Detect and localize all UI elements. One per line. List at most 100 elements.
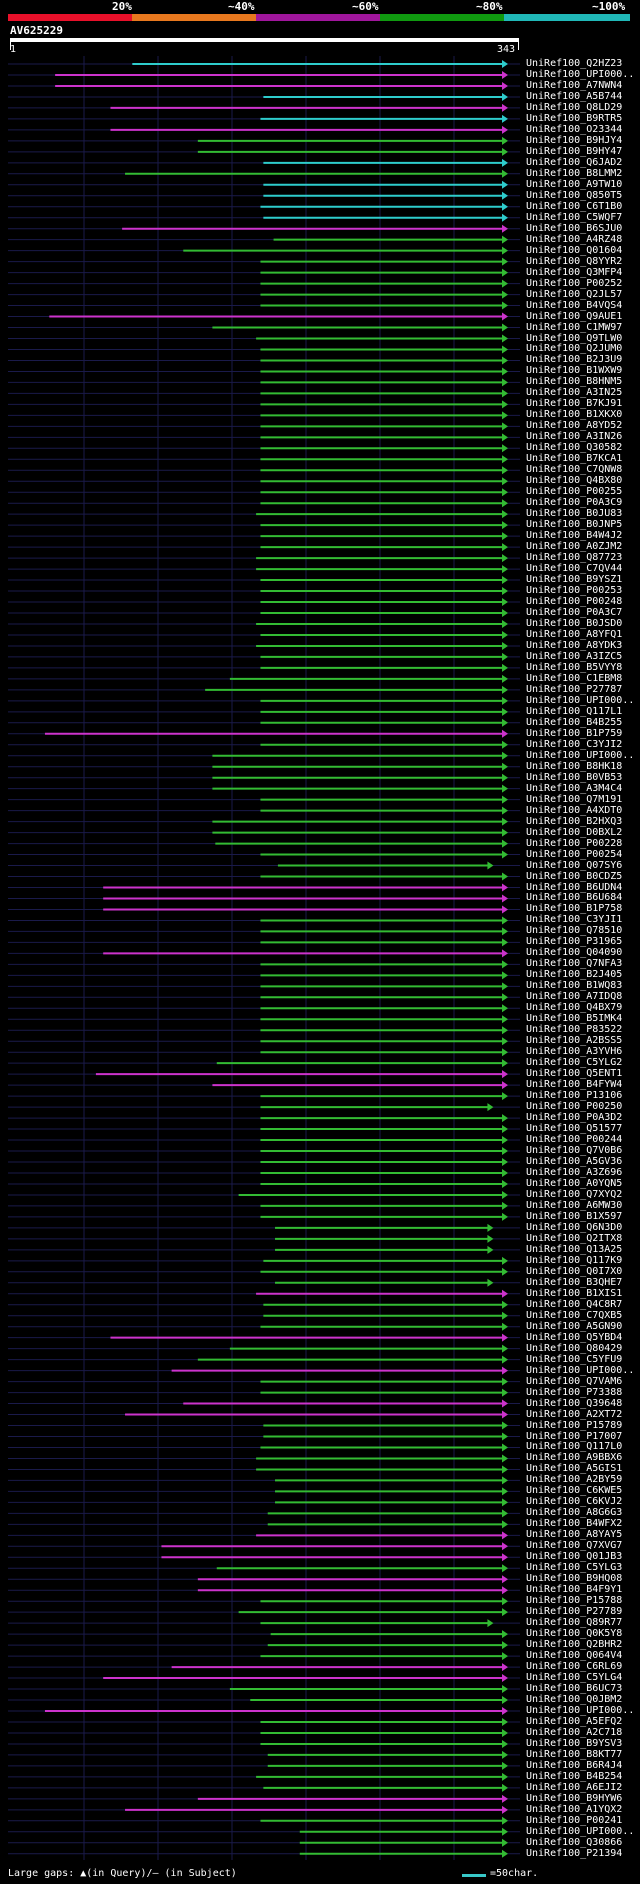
hit-label[interactable]: UniRef100_Q2JL57 xyxy=(526,288,623,300)
hit-label[interactable]: UniRef100_B2HXQ3 xyxy=(526,815,623,827)
hit-label[interactable]: UniRef100_Q064V4 xyxy=(526,1650,623,1662)
hit-label[interactable]: UniRef100_Q87723 xyxy=(526,552,623,564)
hit-label[interactable]: UniRef100_B4W4J2 xyxy=(526,530,623,542)
hit-label[interactable]: UniRef100_Q8LD29 xyxy=(526,101,623,113)
hit-label[interactable]: UniRef100_A7NWN4 xyxy=(526,79,623,91)
hit-label[interactable]: UniRef100_A5GV36 xyxy=(526,1156,623,1167)
hit-label[interactable]: UniRef100_P00253 xyxy=(526,585,623,597)
hit-label[interactable]: UniRef100_B0JNP5 xyxy=(526,519,623,531)
hit-label[interactable]: UniRef100_C7QV44 xyxy=(526,563,623,575)
hit-label[interactable]: UniRef100_B8HK18 xyxy=(526,760,623,772)
hit-label[interactable]: UniRef100_Q850T5 xyxy=(526,189,623,201)
hit-label[interactable]: UniRef100_Q5ENT1 xyxy=(526,1068,623,1080)
hit-label[interactable]: UniRef100_A8YFQ1 xyxy=(526,628,623,640)
hit-label[interactable]: UniRef100_A4RZ48 xyxy=(526,233,623,245)
hit-label[interactable]: UniRef100_B6UC73 xyxy=(526,1683,623,1695)
hit-label[interactable]: UniRef100_Q07SY6 xyxy=(526,859,623,871)
hit-label[interactable]: UniRef100_P15788 xyxy=(526,1595,623,1607)
hit-label[interactable]: UniRef100_Q4C8R7 xyxy=(526,1298,623,1310)
hit-label[interactable]: UniRef100_O23344 xyxy=(526,123,623,135)
hit-label[interactable]: UniRef100_B0CDZ5 xyxy=(526,870,623,882)
hit-label[interactable]: UniRef100_A5GN90 xyxy=(526,1320,623,1332)
hit-label[interactable]: UniRef100_A3Z696 xyxy=(526,1166,623,1178)
hit-label[interactable]: UniRef100_B0VB53 xyxy=(526,771,623,783)
hit-label[interactable]: UniRef100_C6KWE5 xyxy=(526,1485,623,1497)
hit-label[interactable]: UniRef100_Q8YYR2 xyxy=(526,255,623,267)
hit-label[interactable]: UniRef100_B6U684 xyxy=(526,892,623,904)
hit-label[interactable]: UniRef100_B9YSZ1 xyxy=(526,574,623,586)
hit-label[interactable]: UniRef100_A5GIS1 xyxy=(526,1463,623,1475)
hit-label[interactable]: UniRef100_A2BY59 xyxy=(526,1474,623,1486)
hit-label[interactable]: UniRef100_B1XKX0 xyxy=(526,409,623,421)
hit-label[interactable]: UniRef100_UPI000.. xyxy=(526,694,635,706)
hit-label[interactable]: UniRef100_Q0K5Y8 xyxy=(526,1628,623,1640)
hit-label[interactable]: UniRef100_A1YQX2 xyxy=(526,1803,623,1815)
hit-label[interactable]: UniRef100_B1WXW9 xyxy=(526,365,623,377)
hit-label[interactable]: UniRef100_Q7M191 xyxy=(526,793,623,805)
hit-label[interactable]: UniRef100_Q2BHR2 xyxy=(526,1639,623,1651)
hit-label[interactable]: UniRef100_UPI000.. xyxy=(526,1705,635,1716)
hit-label[interactable]: UniRef100_P0A3C9 xyxy=(526,497,623,509)
hit-label[interactable]: UniRef100_B9HY47 xyxy=(526,145,623,157)
hit-label[interactable]: UniRef100_A2XT72 xyxy=(526,1408,623,1420)
hit-label[interactable]: UniRef100_C5YLG3 xyxy=(526,1562,623,1574)
hit-label[interactable]: UniRef100_B4FYW4 xyxy=(526,1079,623,1091)
hit-label[interactable]: UniRef100_B5VYY8 xyxy=(526,661,623,673)
hit-label[interactable]: UniRef100_Q30866 xyxy=(526,1836,623,1848)
hit-label[interactable]: UniRef100_A8YAY5 xyxy=(526,1529,623,1541)
hit-label[interactable]: UniRef100_Q13A25 xyxy=(526,1243,623,1255)
hit-label[interactable]: UniRef100_A4XDT0 xyxy=(526,804,623,816)
hit-label[interactable]: UniRef100_P17007 xyxy=(526,1430,623,1442)
hit-label[interactable]: UniRef100_B6UDN4 xyxy=(526,881,623,893)
hit-label[interactable]: UniRef100_A8G6G3 xyxy=(526,1507,623,1519)
hit-label[interactable]: UniRef100_Q04090 xyxy=(526,947,623,959)
hit-label[interactable]: UniRef100_B1P758 xyxy=(526,903,623,915)
hit-label[interactable]: UniRef100_P13106 xyxy=(526,1090,623,1102)
hit-label[interactable]: UniRef100_Q80429 xyxy=(526,1342,623,1354)
hit-label[interactable]: UniRef100_B8KT77 xyxy=(526,1748,623,1760)
hit-label[interactable]: UniRef100_D0BXL2 xyxy=(526,826,623,838)
hit-label[interactable]: UniRef100_A3M4C4 xyxy=(526,782,623,794)
hit-label[interactable]: UniRef100_C6KVJ2 xyxy=(526,1496,623,1508)
hit-label[interactable]: UniRef100_P00241 xyxy=(526,1814,623,1826)
hit-label[interactable]: UniRef100_B2J3U9 xyxy=(526,354,623,366)
hit-label[interactable]: UniRef100_B9HJY4 xyxy=(526,134,623,146)
hit-label[interactable]: UniRef100_C6T1B0 xyxy=(526,200,623,212)
hit-label[interactable]: UniRef100_Q51577 xyxy=(526,1123,623,1135)
hit-label[interactable]: UniRef100_P00244 xyxy=(526,1134,623,1146)
hit-label[interactable]: UniRef100_A2C718 xyxy=(526,1726,623,1738)
hit-label[interactable]: UniRef100_Q117L1 xyxy=(526,705,623,717)
hit-label[interactable]: UniRef100_Q39648 xyxy=(526,1397,623,1409)
hit-label[interactable]: UniRef100_Q7V0B6 xyxy=(526,1145,623,1157)
hit-label[interactable]: UniRef100_C3YJI2 xyxy=(526,738,623,750)
hit-label[interactable]: UniRef100_Q4BX79 xyxy=(526,1002,623,1014)
hit-label[interactable]: UniRef100_Q30582 xyxy=(526,442,623,454)
hit-label[interactable]: UniRef100_Q9AUE1 xyxy=(526,310,623,322)
hit-label[interactable]: UniRef100_Q2JUM0 xyxy=(526,343,623,355)
hit-label[interactable]: UniRef100_B0JU83 xyxy=(526,508,623,520)
hit-label[interactable]: UniRef100_P00255 xyxy=(526,486,623,498)
hit-label[interactable]: UniRef100_B6R4J4 xyxy=(526,1759,623,1771)
hit-label[interactable]: UniRef100_B5IMK4 xyxy=(526,1013,623,1025)
hit-label[interactable]: UniRef100_A5EFQ2 xyxy=(526,1715,623,1727)
hit-label[interactable]: UniRef100_Q117L0 xyxy=(526,1441,623,1453)
hit-label[interactable]: UniRef100_B1XIS1 xyxy=(526,1287,623,1299)
hit-label[interactable]: UniRef100_UPI000.. xyxy=(526,749,635,761)
hit-label[interactable]: UniRef100_A8YD52 xyxy=(526,420,623,432)
hit-label[interactable]: UniRef100_C3YJI1 xyxy=(526,914,623,926)
hit-label[interactable]: UniRef100_B2J405 xyxy=(526,969,623,981)
hit-label[interactable]: UniRef100_A9TW10 xyxy=(526,178,623,190)
hit-label[interactable]: UniRef100_Q5YBD4 xyxy=(526,1331,623,1343)
hit-label[interactable]: UniRef100_P31965 xyxy=(526,936,623,948)
hit-label[interactable]: UniRef100_A9BBX6 xyxy=(526,1452,623,1464)
hit-label[interactable]: UniRef100_C5YFU9 xyxy=(526,1353,623,1365)
hit-label[interactable]: UniRef100_Q6N3D0 xyxy=(526,1221,623,1233)
hit-label[interactable]: UniRef100_B1X597 xyxy=(526,1210,623,1222)
hit-label[interactable]: UniRef100_A6MW30 xyxy=(526,1199,623,1211)
hit-label[interactable]: UniRef100_A8YDK3 xyxy=(526,639,623,651)
hit-label[interactable]: UniRef100_P00248 xyxy=(526,596,623,608)
hit-label[interactable]: UniRef100_C5WQF7 xyxy=(526,211,623,223)
hit-label[interactable]: UniRef100_P0A3C7 xyxy=(526,607,623,618)
hit-label[interactable]: UniRef100_C1MW97 xyxy=(526,321,623,333)
hit-label[interactable]: UniRef100_Q117K9 xyxy=(526,1254,623,1266)
